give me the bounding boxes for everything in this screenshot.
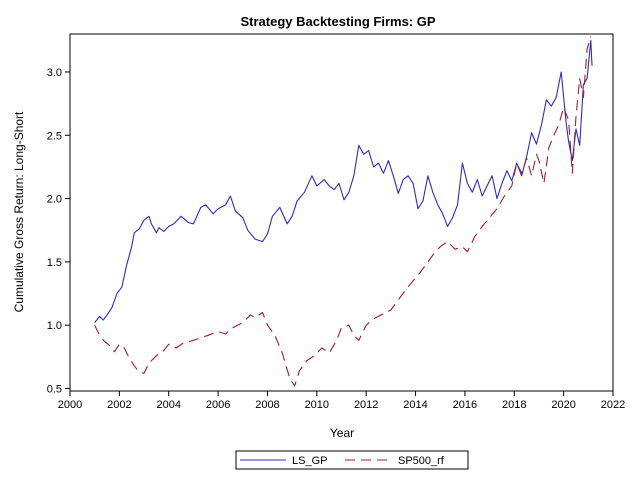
legend: LS_GP SP500_rf (235, 450, 469, 470)
y-tick-label: 0.5 (47, 383, 62, 395)
x-tick-label: 2014 (403, 399, 427, 411)
x-tick-label: 2020 (551, 399, 575, 411)
chart-title: Strategy Backtesting Firms: GP (240, 14, 435, 29)
series-line-ls-gp (94, 39, 593, 323)
y-tick-label: 3.0 (47, 67, 62, 79)
series-line-sp500-rf (94, 36, 592, 387)
x-tick-label: 2006 (206, 399, 230, 411)
y-axis-ticks: 0.5 1.0 1.5 2.0 2.5 3.0 (47, 67, 70, 395)
x-tick-label: 2016 (453, 399, 477, 411)
x-axis-ticks: 2000 2002 2004 2006 2008 2010 2012 2014 2016 2018… (58, 391, 625, 411)
y-axis-label: Cumulative Gross Return: Long-Short (12, 111, 26, 312)
y-tick-label: 2.0 (47, 194, 62, 206)
x-axis-label: Year (330, 426, 354, 440)
x-tick-label: 2008 (255, 399, 279, 411)
plot-frame (69, 33, 614, 392)
y-tick-label: 2.5 (47, 130, 62, 142)
legend-label-ls-gp: LS_GP (292, 455, 327, 467)
x-tick-label: 2000 (58, 399, 82, 411)
x-tick-label: 2018 (502, 399, 526, 411)
y-tick-label: 1.5 (47, 257, 62, 269)
series-layer (94, 36, 593, 387)
x-tick-label: 2004 (156, 399, 180, 411)
x-tick-label: 2002 (107, 399, 131, 411)
x-tick-label: 2022 (601, 399, 625, 411)
legend-label-sp500-rf: SP500_rf (398, 455, 445, 467)
x-tick-label: 2010 (305, 399, 329, 411)
x-tick-label: 2012 (354, 399, 378, 411)
y-tick-label: 1.0 (47, 320, 62, 332)
